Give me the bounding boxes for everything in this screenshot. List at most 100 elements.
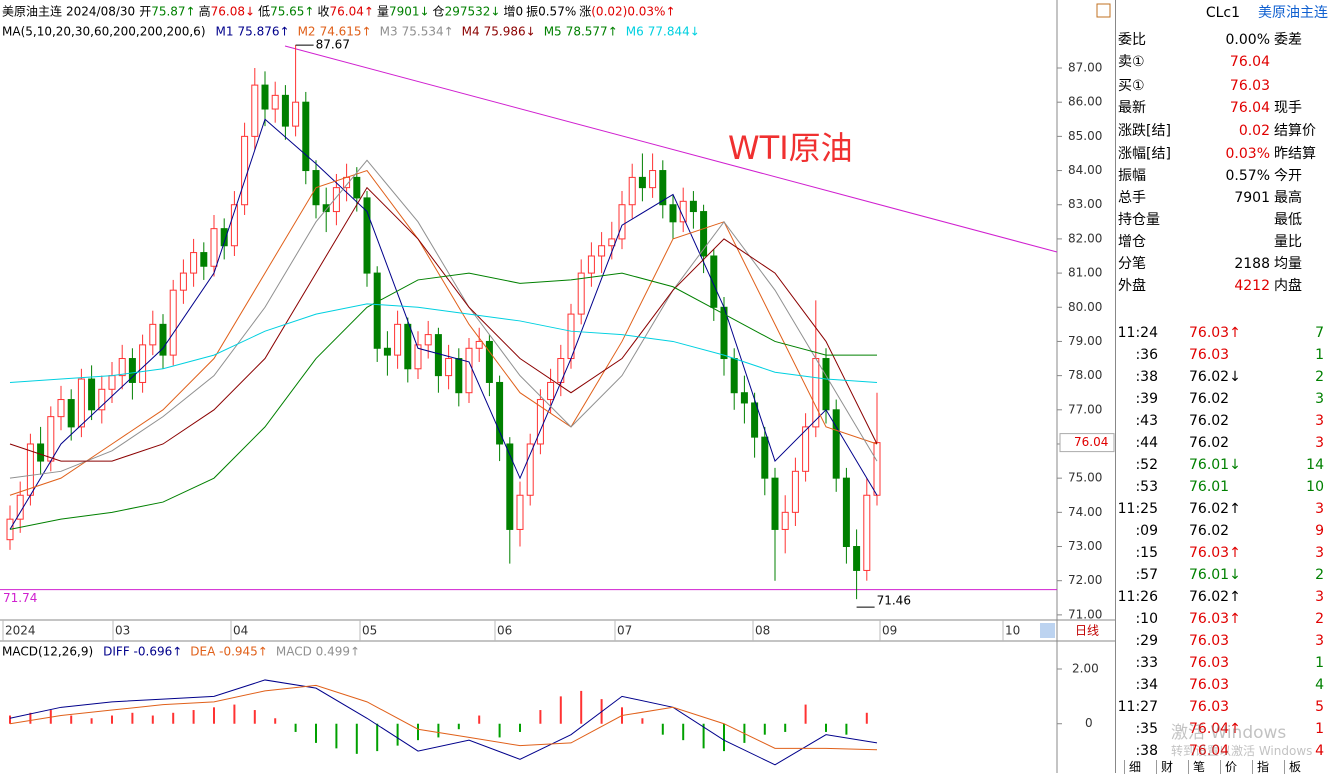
ma-line <box>9 169 878 496</box>
candle-body <box>577 272 585 315</box>
candle-body <box>271 94 279 110</box>
tick-volume: 1 <box>1315 347 1324 363</box>
quote-right-label: 现手 <box>1274 100 1302 116</box>
legend-name: M4 <box>462 25 480 39</box>
candle-body <box>475 340 483 349</box>
tick-volume: 14 <box>1306 457 1324 473</box>
tick-time: :53 <box>1135 479 1158 495</box>
y-tick-label: 78.00 <box>1068 368 1102 382</box>
candle-body <box>618 204 626 240</box>
y-tick-label: 80.00 <box>1068 300 1102 314</box>
toggle-button[interactable] <box>1096 3 1111 18</box>
quote-row: 买① 76.03 <box>1116 75 1328 97</box>
macd-tick-label: 0 <box>1085 716 1093 730</box>
tab[interactable]: 价 <box>1220 760 1237 774</box>
tick-row: :29 76.03 3 <box>1116 630 1328 652</box>
candle-body <box>37 443 45 462</box>
candle-body <box>98 388 106 411</box>
candle-body <box>261 84 269 110</box>
tick-time: :39 <box>1135 391 1158 407</box>
contract-name: 美原油主连 <box>1258 5 1328 21</box>
y-tick-label: 79.00 <box>1068 334 1102 348</box>
tick-row: :44 76.02 3 <box>1116 432 1328 454</box>
tick-volume: 3 <box>1315 501 1324 517</box>
candle-body <box>404 323 412 370</box>
tick-time: :10 <box>1135 611 1158 627</box>
tab[interactable]: 指 <box>1252 760 1269 774</box>
time-label: 2024 <box>5 624 36 638</box>
tick-price: 76.03 <box>1189 347 1230 363</box>
legend-value: 74.615↑ <box>320 25 372 39</box>
tick-row: :09 76.02 9 <box>1116 520 1328 542</box>
tick-time: :36 <box>1135 347 1158 363</box>
period-label[interactable]: 日线 <box>1075 624 1099 638</box>
quote-row: 最新 76.04 现手 <box>1116 97 1328 119</box>
candle-body <box>159 323 167 356</box>
scroll-box[interactable] <box>1040 623 1055 638</box>
candle-body <box>88 378 96 411</box>
candle-body <box>108 375 116 390</box>
candle-body <box>220 228 228 247</box>
diff-line <box>9 679 878 766</box>
tick-time: :44 <box>1135 435 1158 451</box>
header-label: 开 <box>139 5 151 19</box>
candle-body <box>485 340 493 383</box>
chart: WTI原油 日线 美原油主连 2024/08/30 开 75.87↑ 高 76.08↓ 低 7… <box>0 0 1115 773</box>
header-date: 2024/08/30 <box>66 5 135 19</box>
tick-price: 76.02 <box>1189 435 1230 451</box>
tick-volume: 1 <box>1315 655 1324 671</box>
tick-time: 11:27 <box>1117 699 1158 715</box>
candle-body <box>353 176 361 199</box>
tick-price: 76.03↑ <box>1189 545 1241 561</box>
candle-body <box>445 358 453 377</box>
candle-body <box>230 204 238 247</box>
panel-header: CLc1 美原油主连 <box>1116 3 1328 23</box>
tick-row: 11:27 76.03 5 <box>1116 696 1328 718</box>
legend-value: 78.577↑ <box>566 25 618 39</box>
legend-name: M3 <box>380 25 398 39</box>
candle-body <box>322 204 330 213</box>
time-label: 06 <box>497 624 512 638</box>
legend-name: M5 <box>544 25 562 39</box>
tab[interactable]: 财 <box>1156 760 1173 774</box>
header-label: 增 <box>503 5 515 19</box>
candle-body <box>649 170 657 189</box>
tick-price: 76.02 <box>1189 391 1230 407</box>
tick-row: :57 76.01↓ 2 <box>1116 564 1328 586</box>
tick-time: :29 <box>1135 633 1158 649</box>
tick-price: 76.01↓ <box>1189 457 1241 473</box>
tick-time: :38 <box>1135 369 1158 385</box>
time-label: 03 <box>115 624 130 638</box>
tick-time: :09 <box>1135 523 1158 539</box>
candle-body <box>414 344 422 370</box>
tick-price: 76.01 <box>1189 479 1230 495</box>
high-label: 87.67 <box>316 38 350 52</box>
annotation: WTI原油 <box>728 129 853 167</box>
tick-time: :52 <box>1135 457 1158 473</box>
time-label: 07 <box>617 624 632 638</box>
quote-label: 涨跌[结] <box>1118 123 1171 139</box>
quote-value: 76.04 <box>1229 100 1270 116</box>
candle-body <box>424 334 432 346</box>
header-value: 76.04↑ <box>330 5 374 19</box>
tick-time: :15 <box>1135 545 1158 561</box>
macd-tick-label: 2.00 <box>1072 662 1099 676</box>
quote-label: 外盘 <box>1118 278 1146 294</box>
tab[interactable]: 细 <box>1124 760 1141 774</box>
tab[interactable]: 笔 <box>1188 760 1205 774</box>
time-label: 04 <box>233 624 248 638</box>
tick-row: :38 76.04 4 <box>1116 740 1328 762</box>
y-tick-label: 71.00 <box>1068 607 1102 621</box>
header-name: 美原油主连 <box>2 4 62 19</box>
quote-row: 持仓量 最低 <box>1116 209 1328 231</box>
ma-line <box>9 118 878 530</box>
candle-body <box>506 443 514 530</box>
ma-line <box>9 186 878 462</box>
tick-time: :33 <box>1135 655 1158 671</box>
tab[interactable]: 板 <box>1284 760 1301 774</box>
quote-value: 0.03% <box>1225 146 1270 162</box>
candle-body <box>832 409 840 479</box>
candle-body <box>547 381 555 401</box>
tick-volume: 4 <box>1315 743 1324 759</box>
quote-value: 0.57% <box>1225 168 1270 184</box>
